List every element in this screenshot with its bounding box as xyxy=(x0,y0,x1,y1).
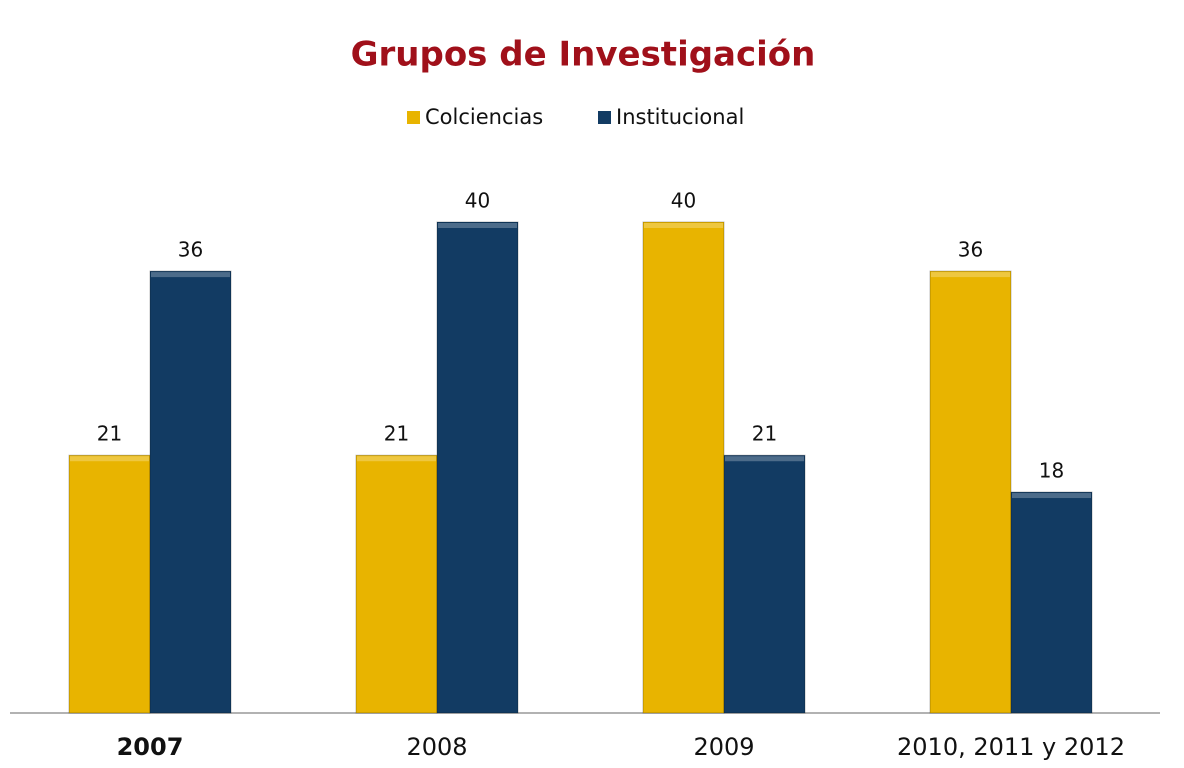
bar-bevel xyxy=(151,272,230,278)
value-label: 36 xyxy=(958,238,983,262)
chart-title: Grupos de Investigación xyxy=(351,35,816,75)
bar-bevel xyxy=(438,223,517,228)
bar-bevel xyxy=(725,456,804,462)
legend-swatch xyxy=(598,111,611,124)
value-label: 21 xyxy=(97,422,122,446)
legend-swatch xyxy=(407,111,420,124)
x-tick-label: 2009 xyxy=(693,733,754,761)
value-label: 36 xyxy=(178,238,203,262)
bar-bevel xyxy=(1012,493,1091,499)
bar xyxy=(149,270,232,714)
x-tick-label: 2007 xyxy=(117,733,184,761)
value-label: 40 xyxy=(465,189,490,213)
bar xyxy=(436,221,519,714)
bar-bevel xyxy=(644,223,723,228)
bar xyxy=(68,454,151,714)
value-label: 21 xyxy=(384,422,409,446)
bar xyxy=(355,454,438,714)
legend-label: Institucional xyxy=(616,105,744,129)
bar-bevel xyxy=(357,456,436,462)
value-label: 18 xyxy=(1039,459,1064,483)
bar-bevel xyxy=(70,456,149,462)
bar xyxy=(1010,491,1093,714)
value-label: 40 xyxy=(671,189,696,213)
legend-label: Colciencias xyxy=(425,105,543,129)
x-tick-label: 2010, 2011 y 2012 xyxy=(897,733,1125,761)
value-label: 21 xyxy=(752,422,777,446)
bar-bevel xyxy=(931,272,1010,278)
x-tick-label: 2008 xyxy=(406,733,467,761)
bar xyxy=(929,270,1012,714)
bar xyxy=(723,454,806,714)
bar xyxy=(642,221,725,714)
